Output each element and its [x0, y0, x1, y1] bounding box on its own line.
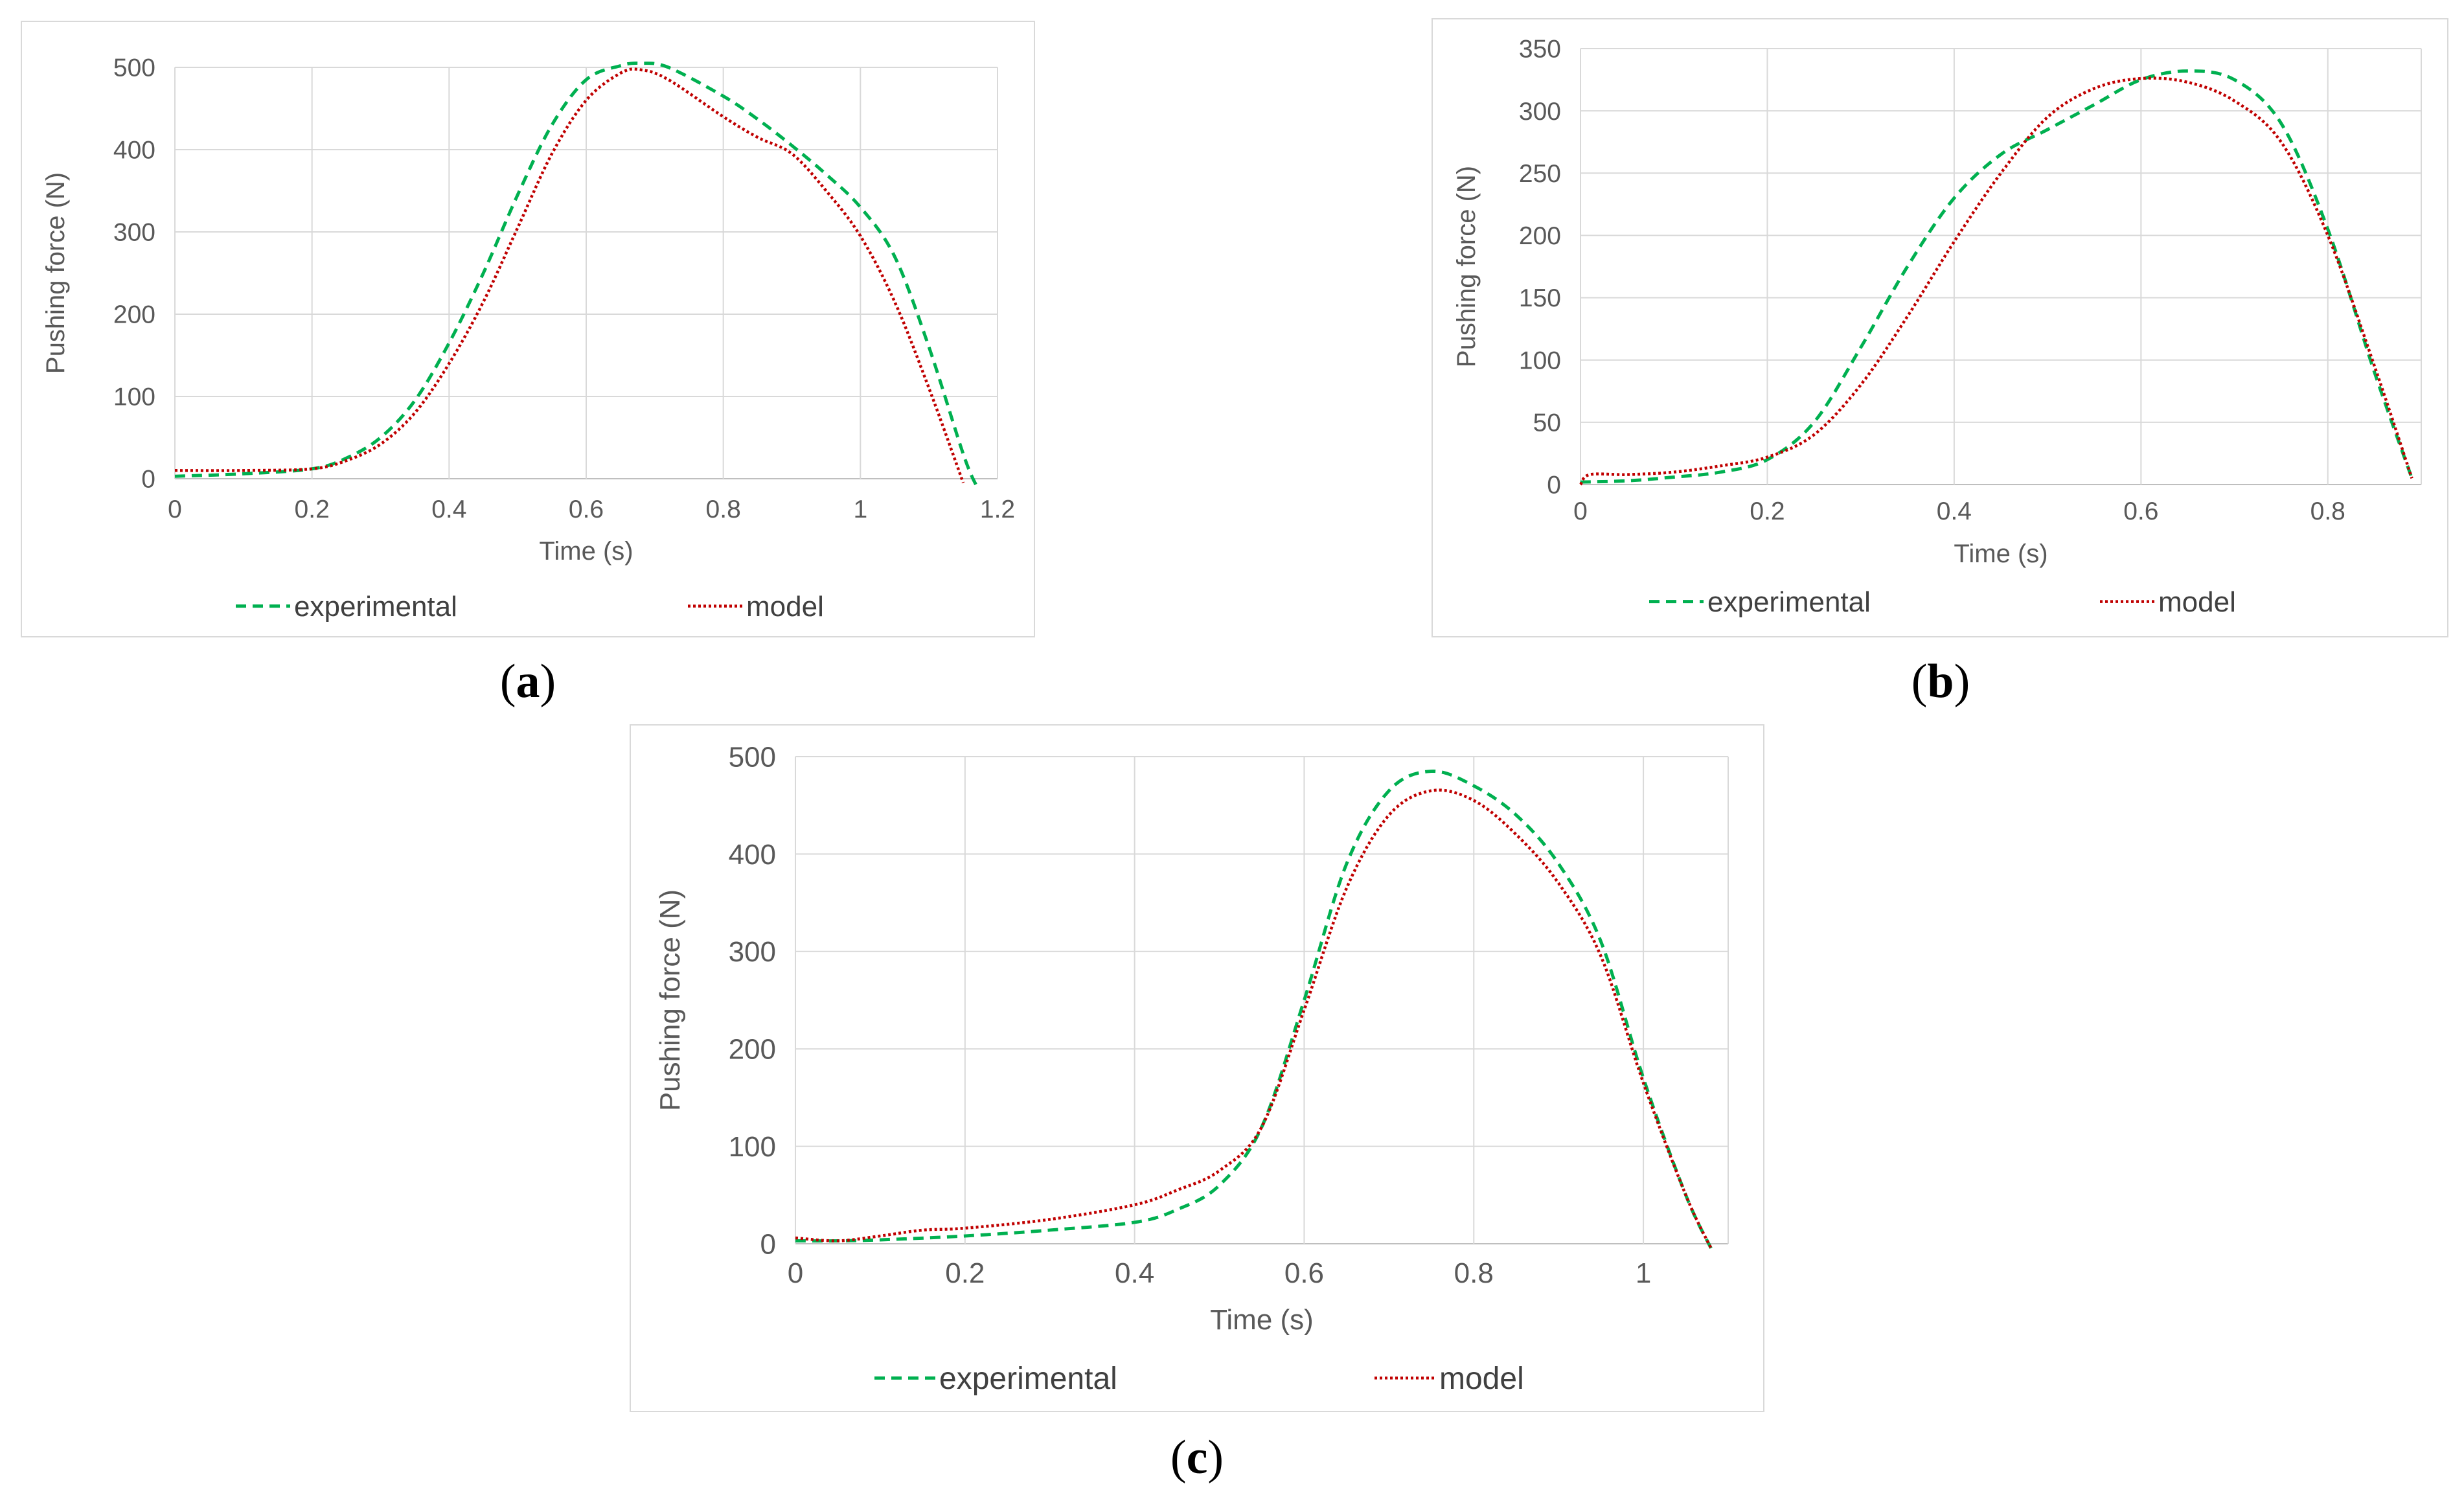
x-tick-label: 0.4: [431, 496, 466, 523]
x-tick-label: 0.6: [569, 496, 604, 523]
caption-b: (b): [1911, 655, 1970, 708]
x-tick-label: 0: [1573, 498, 1588, 525]
x-tick-label: 0: [168, 496, 182, 523]
series-line-model: [1579, 76, 2413, 486]
y-tick-label: 200: [113, 301, 155, 329]
y-tick-label: 200: [729, 1034, 776, 1066]
y-tick-label: 100: [1519, 347, 1561, 374]
x-tick-label: 0.2: [295, 496, 330, 523]
y-axis-title: Pushing force (N): [1452, 166, 1481, 367]
x-axis-title: Time (s): [1210, 1304, 1314, 1336]
y-axis-title: Pushing force (N): [654, 889, 686, 1111]
x-tick-label: 1: [853, 496, 867, 523]
y-tick-label: 150: [1519, 284, 1561, 312]
chart-panel-c: 0 100 200 300 400 500 0 0.2 0.4 0.6 0.8 1 Time (s) Pu…: [630, 724, 1764, 1412]
chart-c: 0 100 200 300 400 500 0 0.2 0.4 0.6 0.8 1 Time (s) Pu…: [654, 741, 1729, 1396]
chart-panel-a: 0 100 200 300 400 500 0 0.2 0.4 0.6 0.8 1 1.2 Time (s…: [21, 21, 1035, 637]
series-line-experimental: [795, 770, 1713, 1250]
x-axis-title: Time (s): [1954, 540, 2048, 568]
legend-label-model: model: [1439, 1362, 1524, 1396]
chart-b: 0 50 100 150 200 250 300 350 0 0.2 0.4 0.6 0.8 Time (…: [1452, 36, 2422, 618]
caption-a: (a): [499, 655, 556, 708]
y-tick-label: 500: [113, 54, 155, 82]
x-tick-label: 0.6: [2123, 498, 2158, 525]
x-tick-label: 1: [1636, 1257, 1651, 1289]
y-tick-label: 300: [113, 219, 155, 247]
legend-label-experimental: experimental: [1707, 586, 1871, 618]
y-tick-label: 0: [760, 1228, 776, 1260]
x-tick-label: 0.8: [1454, 1257, 1494, 1289]
series-line-experimental: [1580, 69, 2413, 484]
legend-label-model: model: [2158, 586, 2236, 618]
y-tick-label: 200: [1519, 222, 1561, 250]
y-tick-label: 400: [113, 137, 155, 165]
x-tick-label: 1.2: [980, 496, 1015, 523]
y-tick-label: 0: [1547, 472, 1561, 499]
series-line-model: [795, 788, 1713, 1250]
x-tick-label: 0.8: [706, 496, 741, 523]
series-line-model: [174, 67, 965, 484]
y-tick-label: 300: [729, 936, 776, 968]
y-tick-label: 0: [141, 466, 155, 494]
x-tick-label: 0.4: [1937, 498, 1972, 525]
chart-panel-b: 0 50 100 150 200 250 300 350 0 0.2 0.4 0.6 0.8 Time (…: [1432, 18, 2448, 637]
series-line-experimental: [174, 61, 979, 488]
y-tick-label: 100: [113, 383, 155, 411]
x-tick-label: 0.2: [1750, 498, 1785, 525]
y-tick-label: 100: [729, 1131, 776, 1163]
legend-label-experimental: experimental: [294, 591, 457, 623]
legend-label-experimental: experimental: [939, 1362, 1117, 1396]
y-tick-label: 50: [1533, 409, 1561, 437]
chart-a: 0 100 200 300 400 500 0 0.2 0.4 0.6 0.8 1 1.2 Time (s…: [41, 54, 1015, 623]
x-tick-label: 0.4: [1115, 1257, 1154, 1289]
y-tick-label: 500: [729, 741, 776, 773]
legend-label-model: model: [746, 591, 824, 623]
y-tick-label: 250: [1519, 160, 1561, 188]
x-axis-title: Time (s): [539, 537, 633, 566]
y-axis-title: Pushing force (N): [41, 172, 70, 374]
x-tick-label: 0.8: [2310, 498, 2345, 525]
y-tick-label: 400: [729, 839, 776, 871]
x-tick-label: 0: [788, 1257, 803, 1289]
x-tick-label: 0.2: [945, 1257, 985, 1289]
y-tick-label: 350: [1519, 36, 1561, 63]
caption-c: (c): [1170, 1431, 1224, 1484]
y-tick-label: 300: [1519, 98, 1561, 126]
x-tick-label: 0.6: [1284, 1257, 1324, 1289]
